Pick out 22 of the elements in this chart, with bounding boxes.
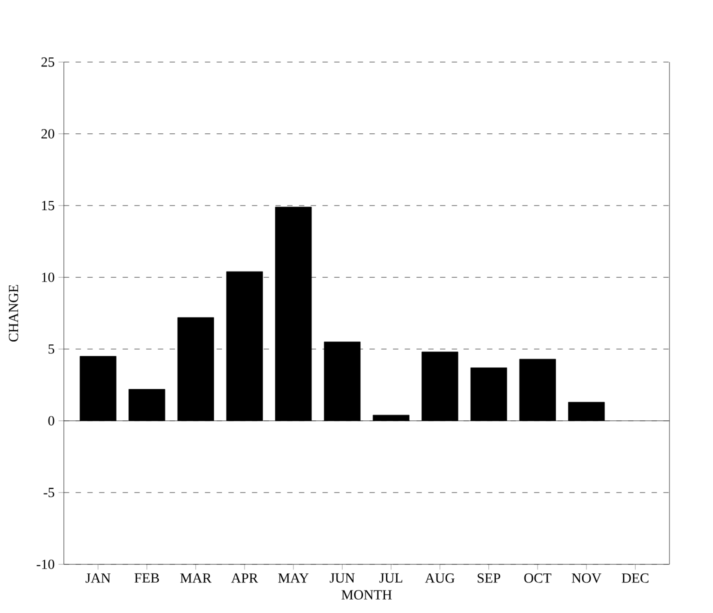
y-tick-label: 5 [48, 344, 54, 354]
x-tick-label: FEB [134, 573, 159, 583]
y-tick-label: 20 [41, 129, 54, 139]
x-tick-label: OCT [524, 573, 552, 583]
x-axis-title: MONTH [342, 590, 392, 600]
y-axis-title: CHANGE [8, 284, 18, 342]
x-tick-label: JAN [86, 573, 110, 583]
x-tick-label: DEC [622, 573, 648, 583]
y-tick-label: -10 [36, 560, 54, 570]
x-tick-label: APR [231, 573, 258, 583]
y-tick-label: 15 [42, 200, 54, 210]
x-tick-label: JUL [379, 573, 402, 583]
y-tick-label: -5 [44, 488, 54, 498]
x-tick-label: JUN [330, 573, 355, 583]
x-tick-label: NOV [572, 573, 602, 583]
y-tick-label: 0 [48, 416, 54, 426]
x-tick-label: MAY [278, 573, 309, 583]
x-tick-label: MAR [180, 573, 212, 583]
y-tick-label: 25 [41, 57, 54, 67]
x-tick-label: AUG [425, 573, 455, 583]
y-tick-label: 10 [42, 272, 54, 282]
x-tick-label: SEP [478, 573, 500, 583]
